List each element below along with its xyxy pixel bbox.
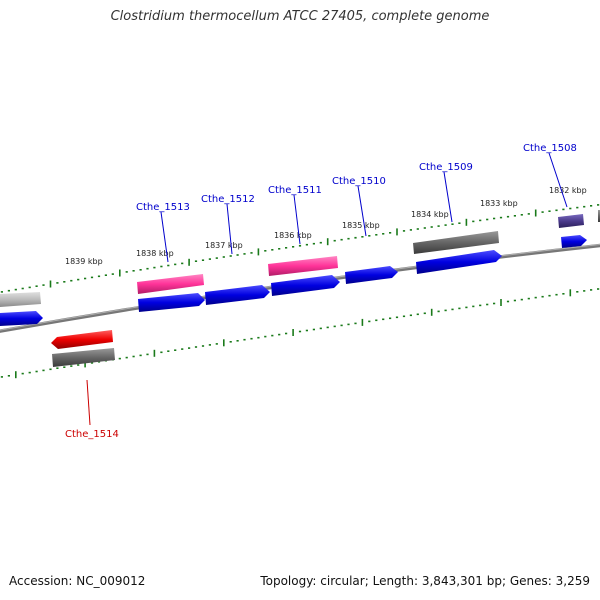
cds-arrow-cthe-1513[interactable] [138,293,205,312]
cds-arrow-cthe-1511[interactable] [271,275,340,296]
feature-gray-inner[interactable] [52,348,115,367]
leader-line-cthe-1513 [160,211,169,263]
scale-label: 1835 kbp [342,221,380,230]
gene-label-cthe-1513[interactable]: Cthe_1513 [136,202,190,213]
feature-cthe-1513-highlight[interactable] [137,274,204,294]
reverse-strand-features [51,330,115,367]
cds-arrow-cthe-1508[interactable] [561,235,587,248]
gene-label-cthe-1512[interactable]: Cthe_1512 [201,194,255,205]
scale-label: 1833 kbp [480,199,518,208]
leader-line-cthe-1508 [548,152,568,208]
feature-cthe-1511-highlight[interactable] [268,256,338,276]
scale-label: 1832 kbp [549,186,587,195]
leader-line-cthe-1511 [293,194,301,245]
cds-arrow-cthe-1514[interactable] [51,330,113,349]
topology-value: circular [320,574,365,588]
genome-summary: Topology: circular; Length: 3,843,301 bp… [260,574,590,588]
genes-label: Genes: [509,574,552,588]
length-label: Length: [372,574,419,588]
feature-purple-outer[interactable] [558,214,584,228]
scale-labels: 1839 kbp 1838 kbp 1837 kbp 1836 kbp 1835… [65,186,587,266]
gene-label-cthe-1514[interactable]: Cthe_1514 [65,429,119,440]
feature-gray-outer[interactable] [413,231,499,254]
gene-label-cthe-1508[interactable]: Cthe_1508 [523,143,577,154]
gene-label-cthe-1511[interactable]: Cthe_1511 [268,185,322,196]
scale-label: 1836 kbp [274,231,312,240]
cds-arrow-cthe-1510[interactable] [345,266,398,284]
leader-line-cthe-1514 [86,379,91,426]
lower-scale-ticks [0,288,600,379]
leader-line-cthe-1512 [226,203,233,255]
genes-value: 3,259 [555,574,590,588]
gene-label-cthe-1510[interactable]: Cthe_1510 [332,176,386,187]
cds-arrow-left-edge[interactable] [0,311,43,326]
scale-label: 1838 kbp [136,249,174,258]
gene-label-cthe-1509[interactable]: Cthe_1509 [419,162,473,173]
scale-label: 1834 kbp [411,210,449,219]
scale-label: 1837 kbp [205,241,243,250]
scale-label: 1839 kbp [65,257,103,266]
topology-label: Topology: [260,574,317,588]
forward-strand-features [0,210,600,326]
leader-line-cthe-1509 [443,171,453,223]
accession-info: Accession: NC_009012 [9,574,145,588]
leader-lines [86,152,568,426]
cds-arrow-cthe-1509[interactable] [416,250,502,274]
upper-scale-ticks [0,204,600,293]
leader-line-cthe-1510 [357,185,367,237]
cds-arrow-cthe-1512[interactable] [205,285,270,305]
accession-value: NC_009012 [76,574,146,588]
map-title: Clostridium thermocellum ATCC 27405, com… [110,9,490,24]
accession-label: Accession: [9,574,73,588]
feature-lightgray-outer[interactable] [0,292,41,307]
length-value: 3,843,301 bp [421,574,502,588]
gene-labels: Cthe_1513 Cthe_1512 Cthe_1511 Cthe_1510 … [65,143,577,440]
